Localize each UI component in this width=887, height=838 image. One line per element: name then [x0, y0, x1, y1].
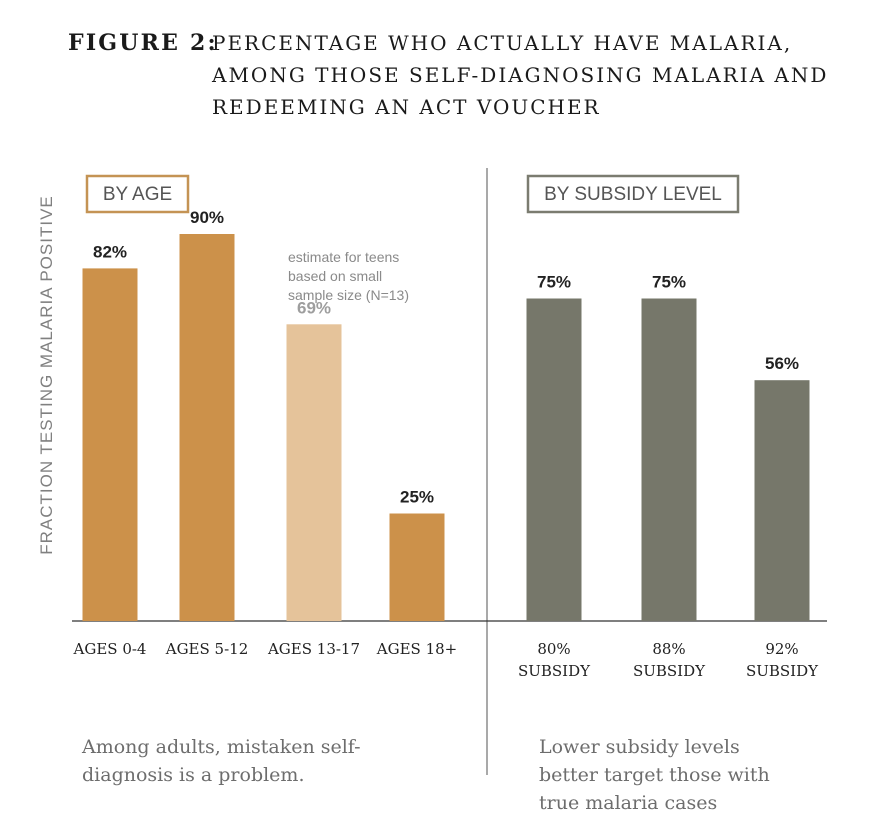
- value-label-age-1: 90%: [190, 208, 224, 227]
- bar-marks: 82% AGES 0-4 90% AGES 5-12 69% AGES 13-17 25% A…: [73, 208, 820, 680]
- category-label-subsidy-1-line-1: SUBSIDY: [633, 662, 706, 680]
- bar-age-3: [389, 513, 445, 621]
- value-label-subsidy-0: 75%: [537, 273, 571, 292]
- bar-subsidy-2: [754, 380, 810, 621]
- category-label-subsidy-2-line-1: SUBSIDY: [746, 662, 819, 680]
- bar-subsidy-1: [641, 298, 697, 621]
- teen-annotation-line-1: estimate for teens: [288, 249, 399, 265]
- subsidy-caption-line-3: true malaria cases: [539, 792, 717, 814]
- bar-age-1: [179, 234, 235, 621]
- figure-title-line-3: REDEEMING AN ACT VOUCHER: [212, 95, 601, 119]
- value-label-age-2: 69%: [297, 298, 331, 317]
- subsidy-caption-line-2: better target those with: [539, 764, 770, 786]
- value-label-subsidy-2: 56%: [765, 354, 799, 373]
- category-label-subsidy-1-line-0: 88%: [652, 640, 685, 658]
- subsidy-caption-line-1: Lower subsidy levels: [539, 736, 740, 758]
- by-age-title-box: [85, 174, 190, 214]
- category-label-age-0: AGES 0-4: [73, 640, 147, 658]
- category-label-subsidy-0-line-1: SUBSIDY: [518, 662, 591, 680]
- y-axis-label: FRACTION TESTING MALARIA POSITIVE: [37, 195, 56, 555]
- teen-annotation-line-2: based on small: [288, 268, 382, 284]
- figure-label: FIGURE 2:: [68, 30, 218, 56]
- value-label-subsidy-1: 75%: [652, 273, 686, 292]
- bar-age-2: [286, 324, 342, 621]
- bar-subsidy-0: [526, 298, 582, 621]
- by-age-title: BY AGE: [103, 184, 172, 205]
- figure-title-line-2: AMONG THOSE SELF-DIAGNOSING MALARIA AND: [211, 63, 828, 87]
- by-subsidy-title-box: [526, 174, 740, 214]
- by-subsidy-title: BY SUBSIDY LEVEL: [544, 184, 722, 205]
- bar-age-0: [82, 268, 138, 621]
- category-label-age-1: AGES 5-12: [165, 640, 249, 658]
- category-label-age-3: AGES 18+: [376, 640, 457, 658]
- age-caption-line-2: diagnosis is a problem.: [82, 764, 304, 786]
- teen-annotation-line-3: sample size (N=13): [288, 287, 409, 303]
- category-label-subsidy-0-line-0: 80%: [537, 640, 570, 658]
- figure-title-line-1: PERCENTAGE WHO ACTUALLY HAVE MALARIA,: [212, 31, 792, 55]
- category-label-age-2: AGES 13-17: [267, 640, 360, 658]
- value-label-age-3: 25%: [400, 488, 434, 507]
- value-label-age-0: 82%: [93, 242, 127, 261]
- age-caption-line-1: Among adults, mistaken self-: [81, 736, 361, 758]
- category-label-subsidy-2-line-0: 92%: [765, 640, 798, 658]
